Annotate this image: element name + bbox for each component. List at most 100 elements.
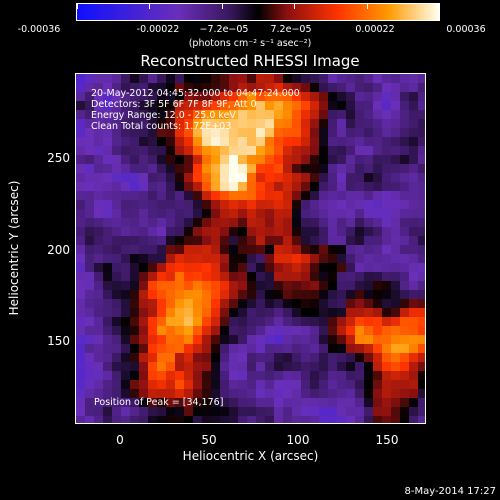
- heatmap-cell: [274, 254, 284, 264]
- heatmap-cell: [211, 227, 221, 237]
- heatmap-cell: [310, 362, 320, 372]
- heatmap-cell: [175, 362, 185, 372]
- heatmap-cell: [274, 227, 284, 237]
- heatmap-cell: [94, 83, 104, 93]
- heatmap-cell: [256, 155, 266, 165]
- heatmap-cell: [175, 407, 185, 417]
- heatmap-cell: [229, 218, 239, 228]
- heatmap-cell: [247, 299, 257, 309]
- heatmap-cell: [184, 353, 194, 363]
- heatmap-cell: [310, 380, 320, 390]
- heatmap-cell: [265, 128, 275, 138]
- heatmap-cell: [85, 299, 95, 309]
- heatmap-cell: [85, 155, 95, 165]
- heatmap-cell: [265, 362, 275, 372]
- heatmap-cell: [274, 218, 284, 228]
- heatmap-cell: [130, 308, 140, 318]
- heatmap-cell: [193, 110, 203, 120]
- heatmap-cell: [319, 74, 329, 84]
- heatmap-cell: [256, 236, 266, 246]
- heatmap-cell: [292, 110, 302, 120]
- heatmap-cell: [310, 344, 320, 354]
- heatmap-cell: [229, 398, 239, 408]
- heatmap-cell: [238, 173, 248, 183]
- heatmap-cell: [193, 353, 203, 363]
- heatmap-cell: [76, 317, 86, 327]
- heatmap-cell: [148, 281, 158, 291]
- heatmap-cell: [328, 227, 338, 237]
- heatmap-cell: [229, 317, 239, 327]
- heatmap-cell: [229, 209, 239, 219]
- heatmap-cell: [382, 236, 392, 246]
- heatmap-cell: [121, 155, 131, 165]
- heatmap-cell: [238, 335, 248, 345]
- heatmap-cell: [265, 389, 275, 399]
- heatmap-cell: [301, 263, 311, 273]
- heatmap-cell: [112, 137, 122, 147]
- heatmap-cell: [166, 407, 176, 417]
- heatmap-cell: [130, 362, 140, 372]
- heatmap-cell: [319, 398, 329, 408]
- heatmap-cell: [283, 83, 293, 93]
- heatmap-cell: [256, 119, 266, 129]
- heatmap-cell: [337, 398, 347, 408]
- heatmap-cell: [400, 110, 410, 120]
- heatmap-cell: [148, 128, 158, 138]
- heatmap-cell: [265, 281, 275, 291]
- heatmap-cell: [283, 155, 293, 165]
- heatmap-cell: [283, 137, 293, 147]
- heatmap-cell: [256, 164, 266, 174]
- heatmap-cell: [310, 164, 320, 174]
- heatmap-cell: [409, 245, 419, 255]
- heatmap-cell: [319, 290, 329, 300]
- heatmap-cell: [202, 272, 212, 282]
- heatmap-cell: [418, 209, 425, 219]
- heatmap-cell: [265, 326, 275, 336]
- heatmap-cell: [121, 380, 131, 390]
- heatmap-cell: [85, 398, 95, 408]
- heatmap-cell: [130, 146, 140, 156]
- heatmap-cell: [202, 155, 212, 165]
- heatmap-cell: [373, 389, 383, 399]
- heatmap-cell: [418, 137, 425, 147]
- heatmap-cell: [265, 371, 275, 381]
- heatmap-cell: [265, 218, 275, 228]
- heatmap-cell: [391, 326, 401, 336]
- heatmap-cell: [391, 92, 401, 102]
- heatmap-cell: [364, 290, 374, 300]
- heatmap-cell: [220, 335, 230, 345]
- heatmap-cell: [283, 164, 293, 174]
- heatmap-cell: [94, 317, 104, 327]
- heatmap-cell: [274, 128, 284, 138]
- heatmap-cell: [292, 362, 302, 372]
- heatmap-cell: [184, 416, 194, 423]
- heatmap-cell: [139, 245, 149, 255]
- heatmap-cell: [211, 407, 221, 417]
- heatmap-cell: [85, 191, 95, 201]
- heatmap-cell: [94, 92, 104, 102]
- heatmap-cell: [238, 137, 248, 147]
- heatmap-cell: [247, 236, 257, 246]
- heatmap-cell: [364, 236, 374, 246]
- heatmap-cell: [418, 200, 425, 210]
- heatmap-cell: [202, 371, 212, 381]
- heatmap-cell: [211, 200, 221, 210]
- heatmap-cell: [337, 245, 347, 255]
- heatmap-cell: [85, 335, 95, 345]
- heatmap-cell: [400, 137, 410, 147]
- heatmap-cell: [364, 263, 374, 273]
- heatmap-cell: [184, 227, 194, 237]
- heatmap-cell: [256, 128, 266, 138]
- heatmap-cell: [256, 362, 266, 372]
- heatmap-cell: [121, 164, 131, 174]
- heatmap-cell: [175, 164, 185, 174]
- heatmap-cell: [76, 119, 86, 129]
- heatmap-cell: [355, 299, 365, 309]
- heatmap-cell: [373, 317, 383, 327]
- heatmap-cell: [328, 254, 338, 264]
- heatmap-cell: [202, 299, 212, 309]
- heatmap-cell: [220, 254, 230, 264]
- heatmap-cell: [382, 371, 392, 381]
- heatmap-cell: [391, 407, 401, 417]
- heatmap-cell: [157, 272, 167, 282]
